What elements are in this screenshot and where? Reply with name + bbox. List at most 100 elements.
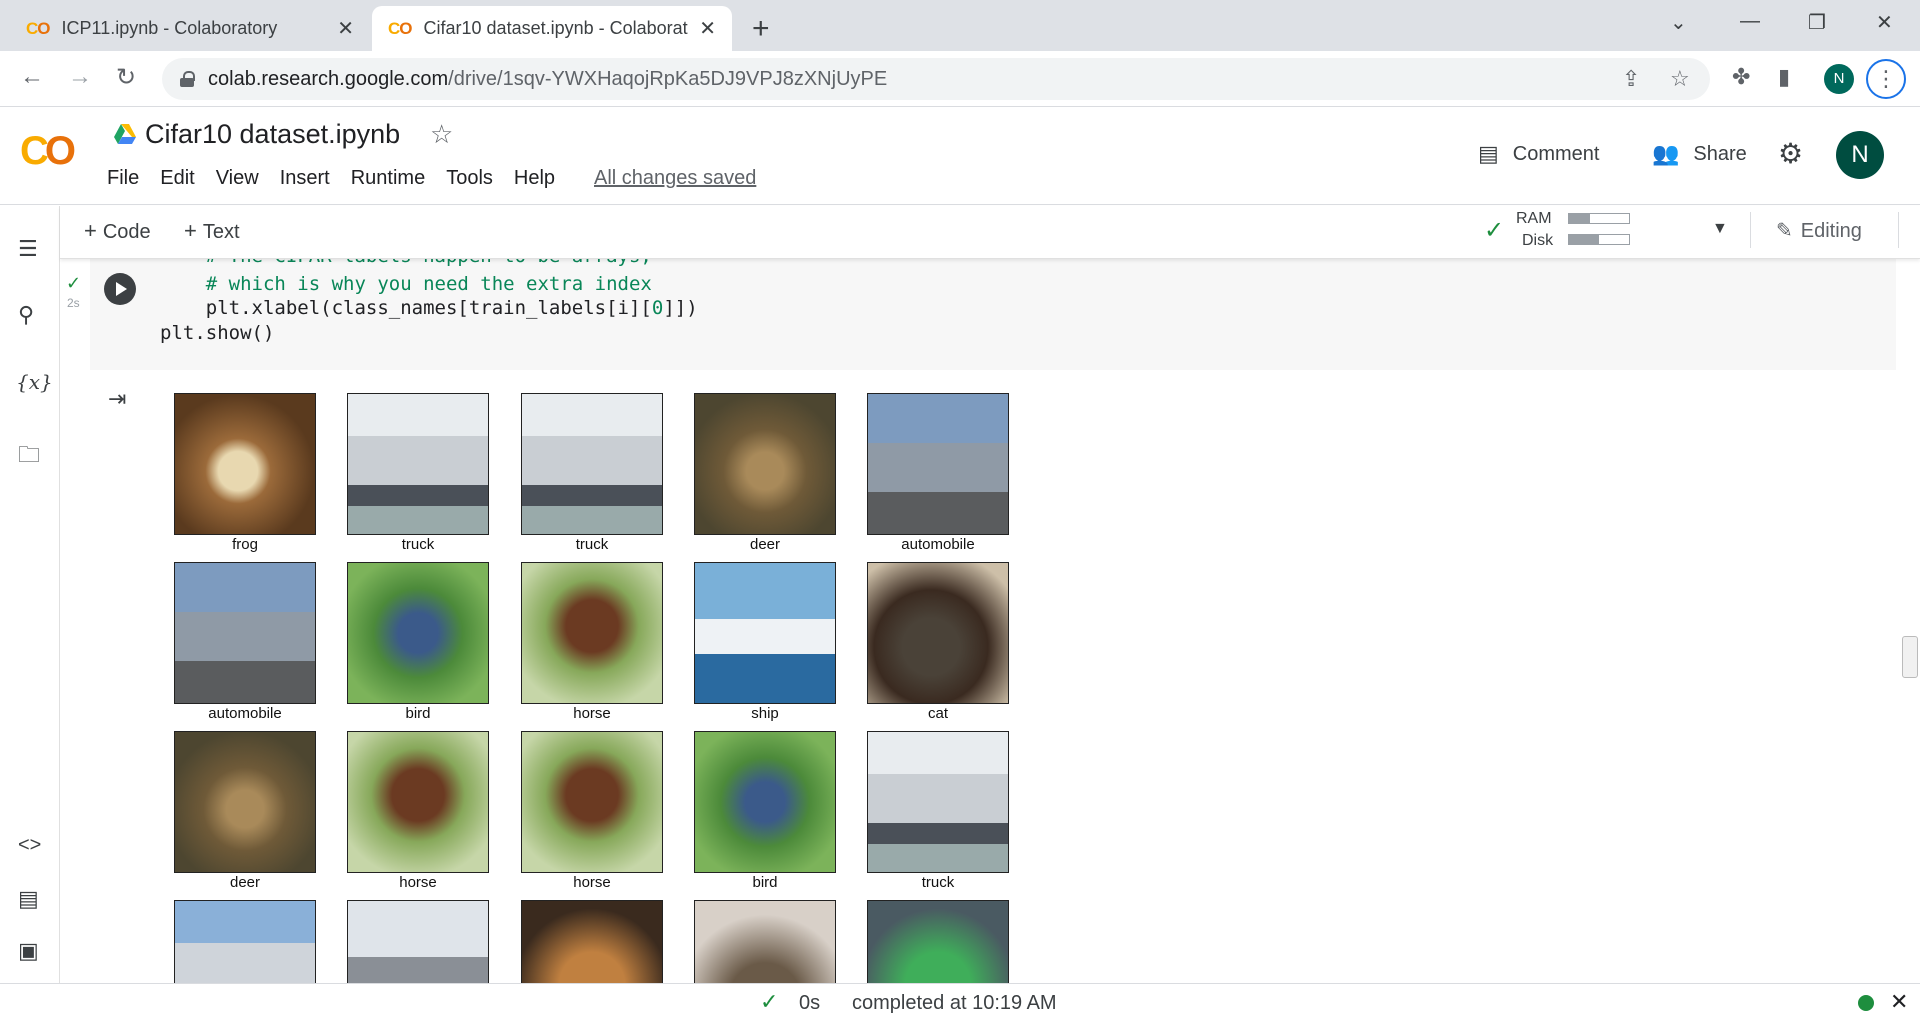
browser-profile-avatar[interactable]: N [1824, 64, 1854, 94]
cifar-image [174, 900, 316, 983]
editing-mode-button[interactable]: ✎ Editing [1776, 218, 1862, 243]
bookmark-star-icon[interactable]: ☆ [1670, 66, 1690, 91]
table-of-contents-icon[interactable]: ☰ [18, 236, 38, 261]
image-label: deer [229, 874, 261, 891]
image-label: automobile [901, 536, 975, 553]
close-status-icon[interactable]: ✕ [1890, 989, 1909, 1014]
share-page-icon[interactable]: ⇪ [1622, 66, 1641, 91]
minimize-icon[interactable]: — [1740, 10, 1760, 32]
image-label: frog [232, 536, 258, 553]
save-status-link[interactable]: All changes saved [594, 167, 757, 189]
image-label: deer [749, 536, 781, 553]
menu-insert[interactable]: Insert [279, 167, 330, 189]
command-palette-icon[interactable]: ▤ [18, 886, 39, 911]
code-cell[interactable]: # The CIFAR labels happen to be arrays, … [90, 259, 1896, 370]
account-avatar[interactable]: N [1836, 131, 1884, 179]
browser-tab-cifar10[interactable]: CO Cifar10 dataset.ipynb - Colaborat ✕ [372, 6, 732, 51]
browser-tab-icp11[interactable]: CO ICP11.ipynb - Colaboratory ✕ [10, 6, 370, 51]
execution-duration: 0s [799, 992, 821, 1014]
image-tile: truck [347, 393, 489, 553]
comment-icon: ▤ [1478, 141, 1499, 166]
menu-file[interactable]: File [107, 167, 140, 189]
menu-view[interactable]: View [215, 167, 259, 189]
forward-arrow-icon[interactable]: → [68, 63, 92, 90]
close-tab-icon[interactable]: ✕ [699, 18, 716, 40]
files-folder-icon[interactable]: 🗀 [18, 442, 41, 467]
cifar-image [174, 393, 316, 535]
image-tile: truck [867, 731, 1009, 891]
search-icon[interactable]: ⚲ [18, 302, 35, 327]
runtime-dropdown-icon[interactable]: ▼ [1712, 220, 1728, 237]
restore-icon[interactable]: ❐ [1808, 12, 1826, 34]
browser-menu-icon[interactable]: ⋮ [1866, 59, 1906, 99]
run-cell-button[interactable] [104, 273, 136, 305]
image-tile: horse [521, 562, 663, 722]
url-text: colab.research.google.com/drive/1sqv-YWX… [208, 67, 888, 90]
execution-time: 2s [67, 296, 80, 310]
ram-label: RAM [1516, 210, 1552, 227]
image-label: truck [921, 874, 955, 891]
menu-help[interactable]: Help [513, 167, 556, 189]
scrollbar-thumb[interactable] [1902, 636, 1918, 678]
code-snippets-icon[interactable]: <> [18, 834, 42, 856]
image-tile: bird [694, 731, 836, 891]
add-code-button[interactable]: + Code [84, 218, 151, 244]
address-bar[interactable]: colab.research.google.com/drive/1sqv-YWX… [162, 58, 1710, 100]
status-bar: ✓ 0s completed at 10:19 AM ✕ [0, 983, 1920, 1020]
code-line: # which is why you need the extra index [160, 273, 652, 295]
image-tile: automobile [174, 562, 316, 722]
new-tab-icon[interactable]: + [752, 12, 770, 45]
share-label: Share [1693, 142, 1747, 165]
image-label: automobile [208, 705, 282, 722]
menu-tools[interactable]: Tools [446, 167, 493, 189]
star-notebook-icon[interactable]: ☆ [430, 119, 454, 149]
colab-logo[interactable]: CO [20, 129, 76, 173]
lock-icon [180, 71, 195, 87]
settings-gear-icon[interactable]: ⚙ [1778, 138, 1804, 169]
disk-label: Disk [1522, 232, 1554, 249]
image-tile [694, 900, 836, 983]
status-message[interactable]: completed at 10:19 AM [852, 992, 1057, 1014]
colab-favicon-icon: CO [388, 18, 413, 38]
image-label: horse [573, 705, 611, 722]
extensions-puzzle-icon[interactable]: ✤ [1732, 64, 1751, 89]
image-label: cat [927, 705, 948, 722]
variables-icon[interactable]: {x} [16, 370, 53, 394]
cifar-image [174, 562, 316, 704]
close-tab-icon[interactable]: ✕ [337, 18, 354, 40]
image-tile: frog [174, 393, 316, 553]
image-tile: deer [694, 393, 836, 553]
image-tile: ship [694, 562, 836, 722]
left-sidebar: ☰ ⚲ {x} 🗀 <> ▤ ▣ [0, 206, 60, 983]
menu-edit[interactable]: Edit [160, 167, 195, 189]
cifar-image [347, 393, 489, 535]
tab-title: Cifar10 dataset.ipynb - Colaborat [423, 18, 688, 38]
menu-runtime[interactable]: Runtime [350, 167, 426, 189]
image-label: bird [405, 705, 431, 722]
image-label: horse [573, 874, 611, 891]
window-close-icon[interactable]: ✕ [1876, 12, 1893, 34]
plus-icon: + [84, 218, 97, 243]
output-actions-icon[interactable]: ⇥ [108, 386, 127, 411]
image-tile: horse [521, 731, 663, 891]
terminal-icon[interactable]: ▣ [18, 938, 39, 963]
add-text-button[interactable]: + Text [184, 218, 240, 244]
back-arrow-icon[interactable]: ← [20, 63, 44, 90]
image-tile: bird [347, 562, 489, 722]
notebook-title[interactable]: Cifar10 dataset.ipynb [145, 119, 401, 149]
side-panel-icon[interactable]: ▮ [1778, 64, 1791, 89]
cifar-image [347, 731, 489, 873]
comment-button[interactable]: ▤ Comment [1478, 141, 1600, 167]
cifar-image [694, 731, 836, 873]
runtime-status-dot [1858, 995, 1874, 1011]
cifar-image [867, 731, 1009, 873]
image-tile [521, 900, 663, 983]
tab-title: ICP11.ipynb - Colaboratory [61, 18, 278, 38]
share-button[interactable]: 👥 Share [1652, 141, 1747, 167]
code-line: plt.xlabel(class_names[train_labels[i][0… [160, 297, 698, 319]
image-label: horse [399, 874, 437, 891]
cifar-image [174, 731, 316, 873]
reload-icon[interactable]: ↻ [116, 64, 137, 91]
comment-label: Comment [1512, 142, 1600, 165]
tab-search-chevron-icon[interactable]: ⌄ [1670, 12, 1687, 34]
